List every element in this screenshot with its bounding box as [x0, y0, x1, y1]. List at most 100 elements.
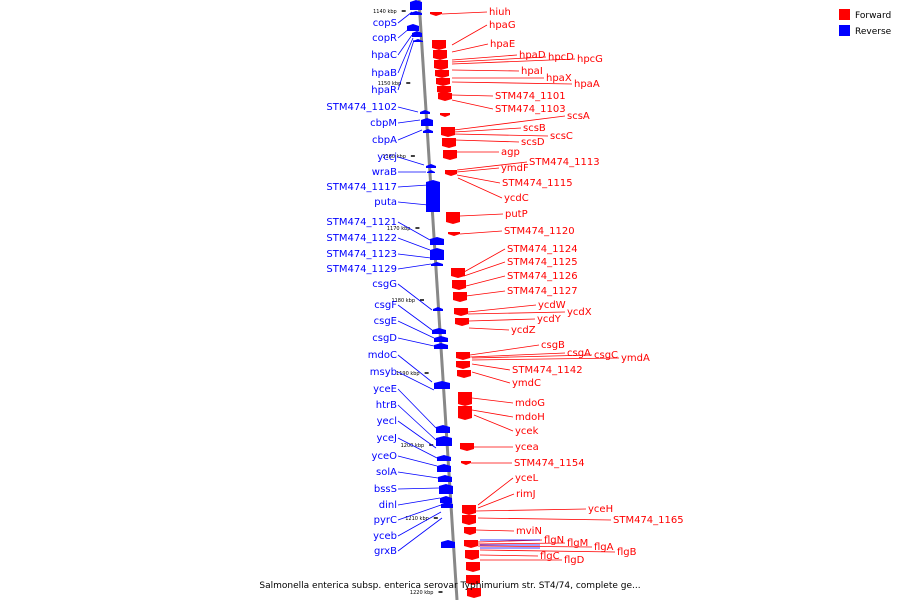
reverse-gene-connector	[397, 34, 413, 56]
reverse-gene-label: copS	[373, 18, 397, 29]
reverse-gene-connector	[397, 237, 431, 251]
tick-label: 1200 kbp	[401, 443, 425, 449]
reverse-gene-label: cbpM	[370, 118, 397, 129]
forward-gene-label: csgA	[567, 348, 591, 359]
forward-gene-label: STM474_1120	[504, 226, 575, 237]
forward-gene-label: csgB	[541, 340, 565, 351]
forward-gene-feature	[464, 540, 478, 548]
tick-label: 1170 kbp	[387, 226, 411, 232]
forward-gene-label: ymdA	[621, 353, 650, 364]
reverse-gene-connector	[397, 39, 415, 91]
reverse-gene-connector	[397, 184, 429, 188]
reverse-gene-label: csgD	[372, 333, 397, 344]
forward-gene-label: ycdW	[538, 300, 566, 311]
forward-gene-label: mdoG	[515, 398, 545, 409]
reverse-gene-feature	[437, 464, 451, 472]
forward-gene-connector	[473, 414, 514, 432]
forward-gene-connector	[441, 11, 488, 15]
forward-gene-connector	[451, 94, 494, 97]
forward-gene-feature	[455, 318, 469, 326]
forward-gene-feature	[465, 550, 479, 560]
reverse-gene-label: csgF	[374, 300, 397, 311]
forward-gene-label: hpaA	[574, 79, 600, 90]
reverse-gene-label: STM474_1117	[326, 182, 397, 193]
forward-gene-label: ycek	[515, 426, 539, 437]
reverse-gene-label: STM474_1122	[326, 233, 397, 244]
forward-gene-connector	[477, 517, 612, 521]
reverse-gene-label: yecl	[377, 416, 397, 427]
reverse-gene-feature	[412, 31, 422, 37]
reverse-gene-feature	[430, 237, 444, 245]
forward-gene-label: STM474_1113	[529, 157, 600, 168]
reverse-gene-feature	[420, 110, 430, 114]
forward-gene-connector	[477, 493, 515, 509]
reverse-gene-connector	[397, 283, 433, 311]
tick-label: 1190 kbp	[396, 371, 420, 377]
forward-gene-label: flgD	[564, 555, 585, 566]
forward-gene-connector	[468, 327, 510, 331]
reverse-gene-feature	[426, 180, 440, 212]
forward-gene-feature	[461, 461, 471, 465]
forward-gene-feature	[432, 40, 446, 50]
forward-gene-label: flgM	[567, 538, 588, 549]
forward-gene-label: scsD	[521, 137, 545, 148]
forward-gene-label: yceL	[515, 473, 539, 484]
forward-gene-feature	[460, 443, 474, 451]
forward-gene-feature	[464, 527, 476, 535]
forward-gene-connector	[453, 115, 566, 131]
forward-gene-feature	[467, 588, 481, 598]
forward-gene-connector	[454, 139, 520, 143]
forward-gene-feature	[462, 505, 476, 515]
reverse-gene-feature	[434, 336, 448, 342]
reverse-gene-feature	[433, 307, 443, 311]
reverse-gene-label: solA	[376, 467, 397, 478]
reverse-gene-connector	[397, 404, 437, 441]
forward-gene-label: rimJ	[516, 489, 536, 500]
reverse-gene-connector	[397, 497, 441, 506]
forward-gene-connector	[453, 133, 549, 137]
forward-gene-label: STM474_1154	[514, 458, 585, 469]
reverse-gene-connector	[397, 27, 411, 39]
reverse-gene-feature	[410, 11, 422, 15]
reverse-gene-feature	[437, 455, 451, 461]
forward-gene-connector	[453, 127, 522, 133]
forward-gene-connector	[467, 304, 537, 313]
forward-gene-feature	[430, 12, 442, 16]
reverse-gene-feature	[413, 39, 423, 42]
forward-gene-feature	[438, 93, 452, 101]
forward-gene-feature	[446, 212, 460, 224]
reverse-gene-connector	[397, 129, 423, 141]
forward-gene-label: flgN	[544, 535, 564, 546]
reverse-gene-label: grxB	[374, 546, 397, 557]
forward-gene-label: hpaD	[519, 50, 546, 61]
forward-gene-feature	[456, 352, 470, 360]
forward-gene-feature	[466, 575, 480, 585]
forward-gene-label: scsC	[550, 131, 573, 142]
reverse-gene-connector	[397, 504, 442, 521]
forward-gene-connector	[451, 99, 494, 110]
reverse-gene-connector	[397, 320, 435, 339]
forward-gene-feature	[453, 292, 467, 302]
forward-gene-label: ymdF	[501, 163, 529, 174]
reverse-gene-feature	[436, 436, 452, 446]
forward-gene-connector	[457, 177, 503, 199]
forward-gene-connector	[451, 58, 576, 65]
forward-gene-label: ycdZ	[511, 325, 536, 336]
forward-gene-connector	[468, 318, 536, 322]
reverse-gene-label: dinl	[379, 500, 397, 511]
tick-label: 1140 kbp	[373, 9, 397, 15]
reverse-gene-label: STM474_1121	[326, 217, 397, 228]
legend-label: Reverse	[855, 27, 892, 37]
forward-gene-connector	[471, 354, 593, 359]
forward-gene-label: flgB	[617, 547, 637, 558]
forward-gene-connector	[456, 174, 501, 184]
forward-gene-feature	[456, 361, 470, 369]
legend-label: Forward	[855, 11, 891, 21]
forward-gene-connector	[479, 549, 616, 553]
reverse-gene-connector	[397, 388, 437, 429]
forward-gene-label: STM474_1124	[507, 244, 578, 255]
chart-caption: Salmonella enterica subsp. enterica sero…	[259, 581, 640, 591]
forward-gene-label: hpcG	[577, 54, 603, 65]
reverse-gene-connector	[397, 11, 413, 24]
reverse-gene-feature	[423, 129, 433, 133]
